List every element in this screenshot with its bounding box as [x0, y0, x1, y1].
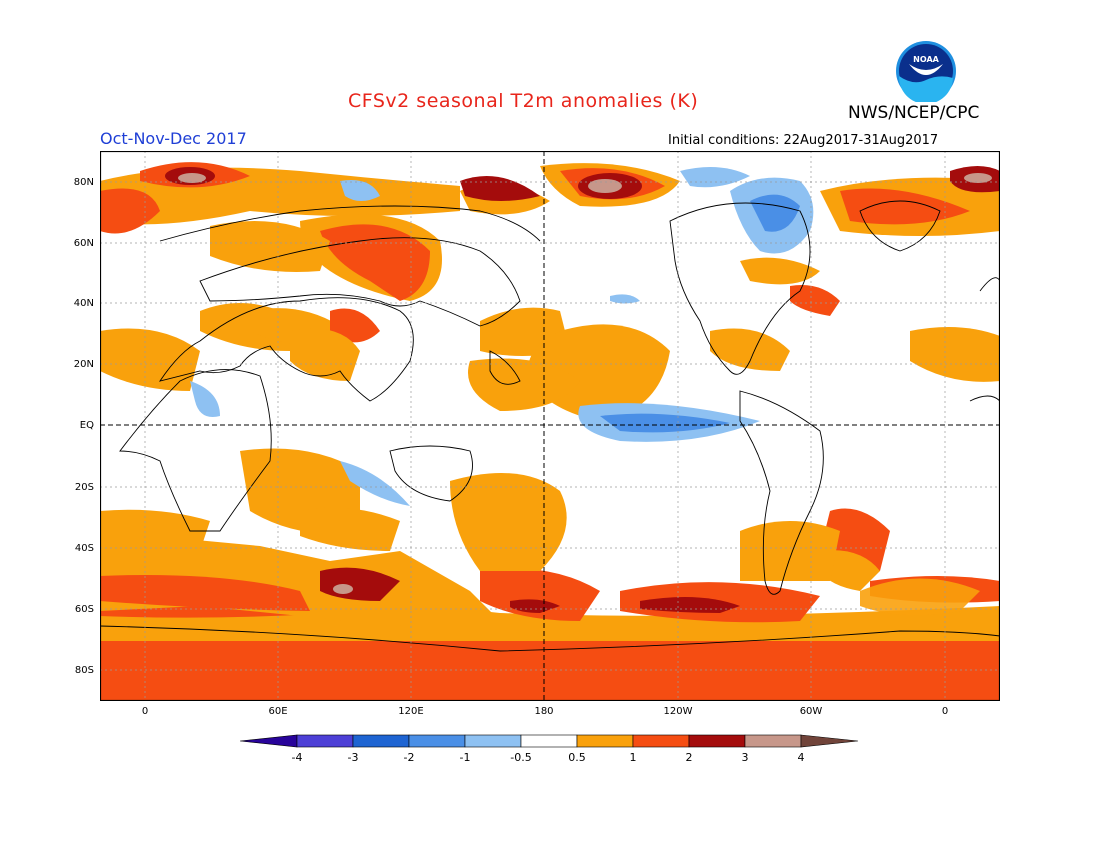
colorbar-swatch [408, 734, 466, 748]
colorbar-label: 4 [798, 751, 805, 764]
lon-label: 180 [534, 706, 553, 717]
colorbar-swatch [464, 734, 522, 748]
colorbar-swatch [632, 734, 690, 748]
lon-label: 60W [800, 706, 823, 717]
anomaly-map [100, 151, 1000, 701]
initial-conditions-label: Initial conditions: 22Aug2017-31Aug2017 [668, 133, 939, 148]
lat-label: 20S [75, 482, 94, 493]
lat-label: 20N [74, 359, 94, 370]
colorbar-label: -3 [348, 751, 359, 764]
anomaly-shading [100, 151, 1000, 701]
map-frame [100, 151, 1000, 701]
colorbar-label: 3 [742, 751, 749, 764]
lon-label: 0 [142, 706, 148, 717]
lon-label: 0 [942, 706, 948, 717]
colorbar-label: 2 [686, 751, 693, 764]
colorbar-swatch [800, 734, 859, 748]
lat-label: 80N [74, 177, 94, 188]
lat-lon-grid [100, 151, 1000, 701]
lon-label: 60E [268, 706, 287, 717]
colorbar: -4 -3 -2 -1 -0.5 0.5 1 2 3 4 [240, 734, 859, 764]
noaa-logo: NOAA [896, 41, 956, 102]
colorbar-swatch [744, 734, 802, 748]
latitude-axis: 80N 60N 40N 20N EQ 20S 40S 60S 80S [74, 177, 94, 676]
colorbar-swatch [520, 734, 578, 748]
colorbar-swatch [296, 734, 354, 748]
colorbar-label: -1 [460, 751, 471, 764]
colorbar-label: -0.5 [510, 751, 531, 764]
colorbar-label: 0.5 [568, 751, 586, 764]
lon-label: 120W [664, 706, 693, 717]
colorbar-swatch [352, 734, 410, 748]
lat-label: 60N [74, 238, 94, 249]
season-label: Oct-Nov-Dec 2017 [100, 129, 247, 148]
svg-text:NOAA: NOAA [913, 55, 939, 64]
lat-label: 40S [75, 543, 94, 554]
colorbar-swatch [576, 734, 634, 748]
colorbar-label: 1 [630, 751, 637, 764]
colorbar-labels: -4 -3 -2 -1 -0.5 0.5 1 2 3 4 [292, 751, 805, 764]
colorbar-label: -4 [292, 751, 303, 764]
map-title: CFSv2 seasonal T2m anomalies (K) [348, 90, 699, 112]
equator-dateline [100, 151, 1000, 701]
continent-outlines [100, 200, 1000, 652]
colorbar-swatches [240, 734, 859, 748]
longitude-axis: 0 60E 120E 180 120W 60W 0 [142, 706, 948, 717]
colorbar-swatch [688, 734, 746, 748]
lon-label: 120E [398, 706, 423, 717]
lat-label: 60S [75, 604, 94, 615]
agency-label: NWS/NCEP/CPC [848, 103, 980, 123]
colorbar-swatch [240, 734, 298, 748]
lat-label: 40N [74, 298, 94, 309]
lat-label: 80S [75, 665, 94, 676]
colorbar-label: -2 [404, 751, 415, 764]
lat-label: EQ [80, 420, 94, 431]
